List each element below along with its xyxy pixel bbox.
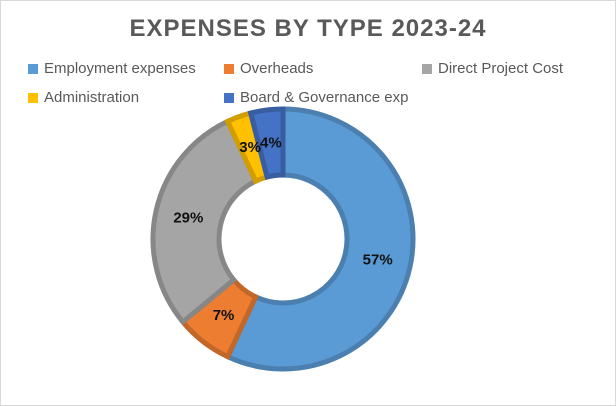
labels-group: 57% 7% 29% 3% 4%	[173, 134, 392, 324]
data-label-direct-project-cost: 29%	[173, 209, 203, 226]
slice-board-governance	[247, 106, 286, 181]
chart-title: EXPENSES BY TYPE 2023-24	[129, 15, 487, 42]
legend-item-administration: Administration	[28, 89, 139, 106]
legend-swatch-board-governance	[224, 92, 234, 103]
data-label-overheads: 7%	[213, 307, 235, 324]
slices-group	[150, 106, 416, 372]
legend-item-employment: Employment expenses	[28, 60, 196, 77]
data-label-administration: 3%	[239, 139, 261, 156]
legend-label-board-governance: Board & Governance exp	[240, 89, 409, 106]
legend-label-overheads: Overheads	[240, 60, 314, 77]
legend-label-administration: Administration	[44, 89, 140, 106]
data-label-board-governance: 4%	[260, 134, 282, 151]
legend-item-board-governance: Board & Governance exp	[224, 89, 408, 106]
legend-swatch-direct-project-cost	[422, 63, 432, 74]
legend-swatch-administration	[28, 92, 38, 103]
data-label-employment: 57%	[363, 252, 393, 269]
legend-item-overheads: Overheads	[224, 60, 313, 77]
legend-swatch-employment	[28, 63, 38, 74]
legend-label-direct-project-cost: Direct Project Cost	[438, 60, 564, 77]
slice-employment	[224, 106, 416, 372]
legend-label-employment: Employment expenses	[44, 60, 196, 77]
slice-direct-project-cost	[150, 118, 260, 326]
legend-item-direct-project-cost: Direct Project Cost	[422, 60, 563, 77]
legend-swatch-overheads	[224, 63, 234, 74]
